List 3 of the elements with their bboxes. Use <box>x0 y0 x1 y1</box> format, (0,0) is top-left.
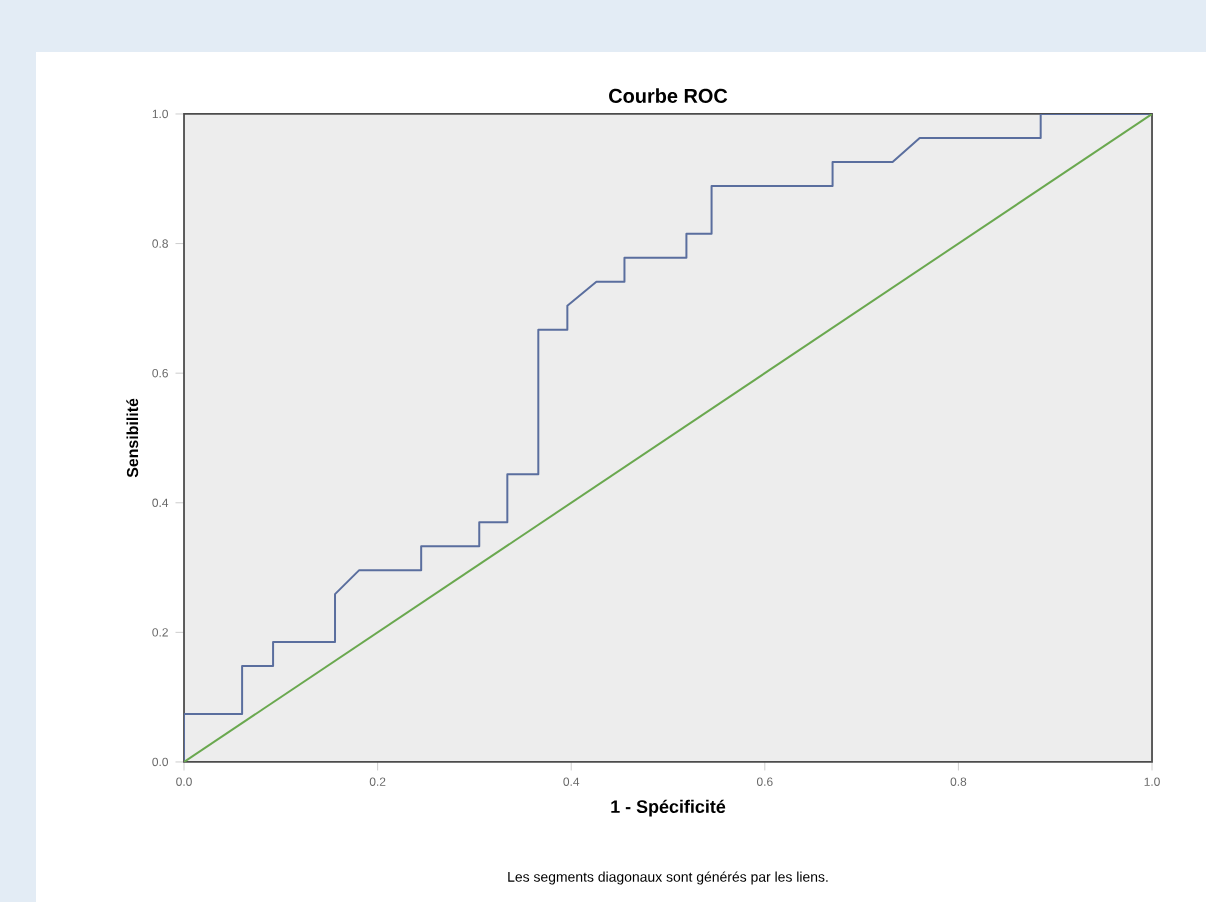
x-axis-title: 1 - Spécificité <box>611 799 726 817</box>
chart-title: Courbe ROC <box>609 88 728 103</box>
line-series <box>184 113 1153 762</box>
